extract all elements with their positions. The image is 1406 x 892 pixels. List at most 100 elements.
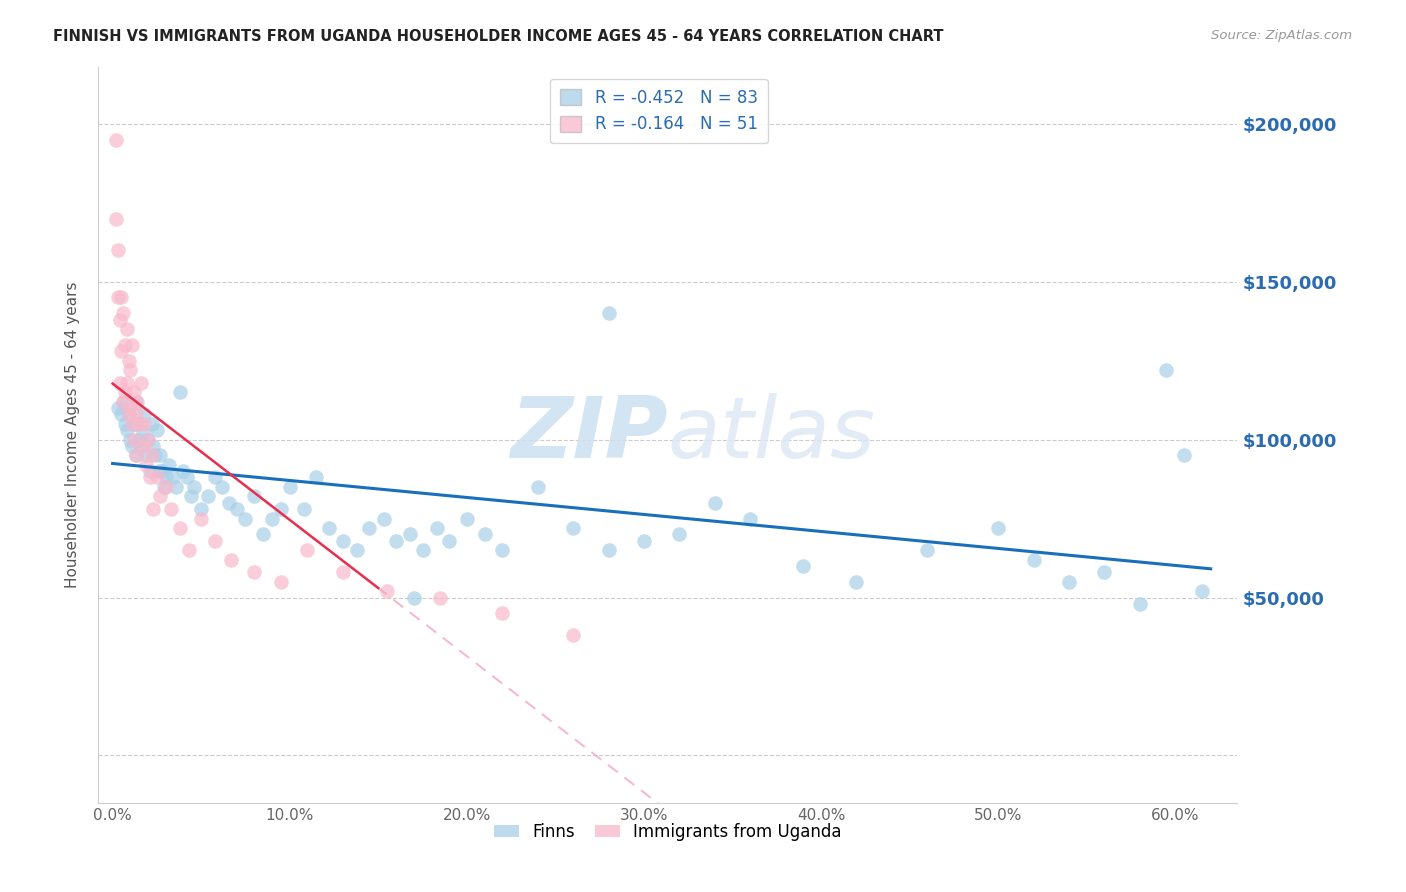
Point (260, 511, 283, 525)
Point (526, 480, 548, 494)
Point (121, 338, 143, 352)
Point (437, 533, 460, 548)
Point (134, 407, 156, 421)
Point (474, 527, 496, 541)
Point (141, 449, 163, 463)
Point (332, 533, 354, 548)
Point (122, 385, 145, 400)
Point (1129, 597, 1152, 611)
Point (117, 407, 139, 421)
Point (491, 607, 513, 621)
Point (987, 521, 1010, 535)
Point (114, 385, 136, 400)
Point (110, 290, 132, 304)
Point (598, 306, 620, 320)
Point (197, 490, 219, 504)
Point (359, 521, 381, 535)
Point (148, 464, 170, 478)
Point (346, 543, 368, 558)
Point (204, 470, 226, 484)
Point (142, 502, 165, 516)
Point (225, 502, 247, 516)
Point (112, 394, 135, 409)
Point (169, 385, 191, 400)
Point (122, 433, 145, 447)
Point (162, 470, 184, 484)
Point (136, 433, 159, 447)
Point (124, 407, 146, 421)
Point (108, 376, 131, 390)
Point (129, 376, 152, 390)
Point (155, 480, 177, 494)
Point (218, 496, 240, 510)
Point (135, 458, 157, 472)
Point (429, 591, 451, 605)
Point (412, 543, 434, 558)
Point (107, 290, 129, 304)
Point (120, 401, 142, 415)
Point (270, 574, 292, 589)
Point (150, 464, 173, 478)
Point (120, 363, 142, 377)
Point (176, 470, 198, 484)
Point (740, 511, 762, 525)
Point (668, 527, 690, 541)
Point (131, 426, 153, 441)
Point (703, 496, 725, 510)
Y-axis label: Householder Income Ages 45 - 64 years: Householder Income Ages 45 - 64 years (65, 282, 80, 588)
Point (153, 480, 176, 494)
Point (110, 344, 132, 359)
Point (139, 464, 162, 478)
Point (129, 439, 152, 453)
Point (127, 394, 149, 409)
Point (1156, 363, 1178, 377)
Point (115, 376, 138, 390)
Point (375, 584, 398, 599)
Point (115, 322, 138, 336)
Point (149, 490, 172, 504)
Point (204, 533, 226, 548)
Point (155, 470, 177, 484)
Text: atlas: atlas (668, 393, 876, 476)
Point (134, 417, 156, 431)
Point (136, 433, 159, 447)
Point (108, 312, 131, 326)
Point (121, 417, 143, 431)
Point (160, 502, 183, 516)
Point (146, 470, 169, 484)
Point (235, 511, 257, 525)
Point (190, 511, 212, 525)
Point (127, 417, 149, 431)
Point (318, 521, 340, 535)
Text: FINNISH VS IMMIGRANTS FROM UGANDA HOUSEHOLDER INCOME AGES 45 - 64 YEARS CORRELAT: FINNISH VS IMMIGRANTS FROM UGANDA HOUSEH… (53, 29, 943, 44)
Point (845, 574, 868, 589)
Point (112, 394, 135, 409)
Point (1094, 566, 1116, 580)
Point (142, 439, 165, 453)
Point (120, 433, 142, 447)
Point (270, 502, 292, 516)
Point (128, 417, 150, 431)
Point (110, 407, 132, 421)
Point (1173, 449, 1195, 463)
Point (128, 433, 150, 447)
Point (297, 543, 319, 558)
Point (122, 417, 145, 431)
Point (117, 407, 139, 421)
Point (165, 480, 187, 494)
Point (157, 458, 180, 472)
Point (1057, 574, 1080, 589)
Point (278, 480, 301, 494)
Point (243, 490, 266, 504)
Point (190, 502, 212, 516)
Point (385, 533, 408, 548)
Point (426, 521, 449, 535)
Point (117, 353, 139, 368)
Point (141, 417, 163, 431)
Point (1022, 552, 1045, 566)
Point (598, 543, 620, 558)
Point (211, 480, 233, 494)
Point (124, 449, 146, 463)
Point (172, 464, 194, 478)
Point (115, 423, 138, 437)
